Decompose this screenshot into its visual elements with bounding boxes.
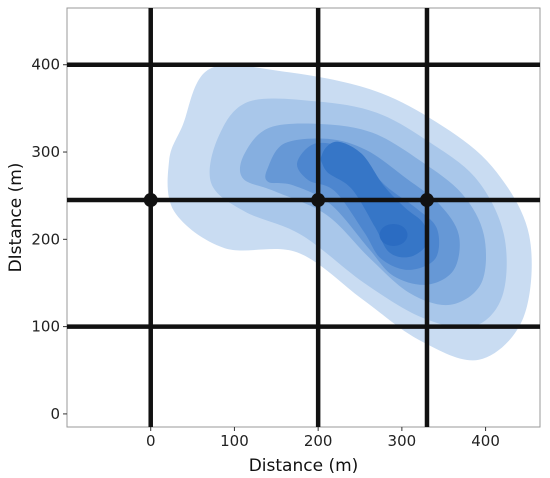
y-tick-label: 100 [31, 318, 60, 336]
y-axis-label: DIstance (m) [6, 163, 26, 273]
x-axis-ticks: 0 100 200 300 400 [146, 427, 500, 450]
density-peak-secondary [320, 151, 341, 168]
plot-frame [66, 7, 541, 428]
density-contours [167, 65, 532, 361]
y-tick-label: 300 [31, 143, 60, 161]
overlay-junction-dot [311, 193, 326, 208]
y-tick-label: 400 [31, 56, 60, 74]
x-tick-label: 100 [220, 432, 249, 450]
y-tick-label: 200 [31, 230, 60, 248]
x-tick-label: 0 [146, 432, 156, 450]
y-tick-label: 0 [50, 405, 60, 423]
x-axis-label: Distance (m) [249, 456, 359, 476]
overlay-junction-dot [419, 193, 434, 208]
x-tick-label: 300 [388, 432, 417, 450]
y-axis-ticks: 0 100 200 300 400 [31, 56, 67, 423]
density-peak-primary [379, 223, 408, 246]
overlay-lines [67, 8, 540, 427]
overlay-junction-dot [143, 193, 158, 208]
x-tick-label: 400 [471, 432, 500, 450]
x-tick-label: 200 [304, 432, 333, 450]
